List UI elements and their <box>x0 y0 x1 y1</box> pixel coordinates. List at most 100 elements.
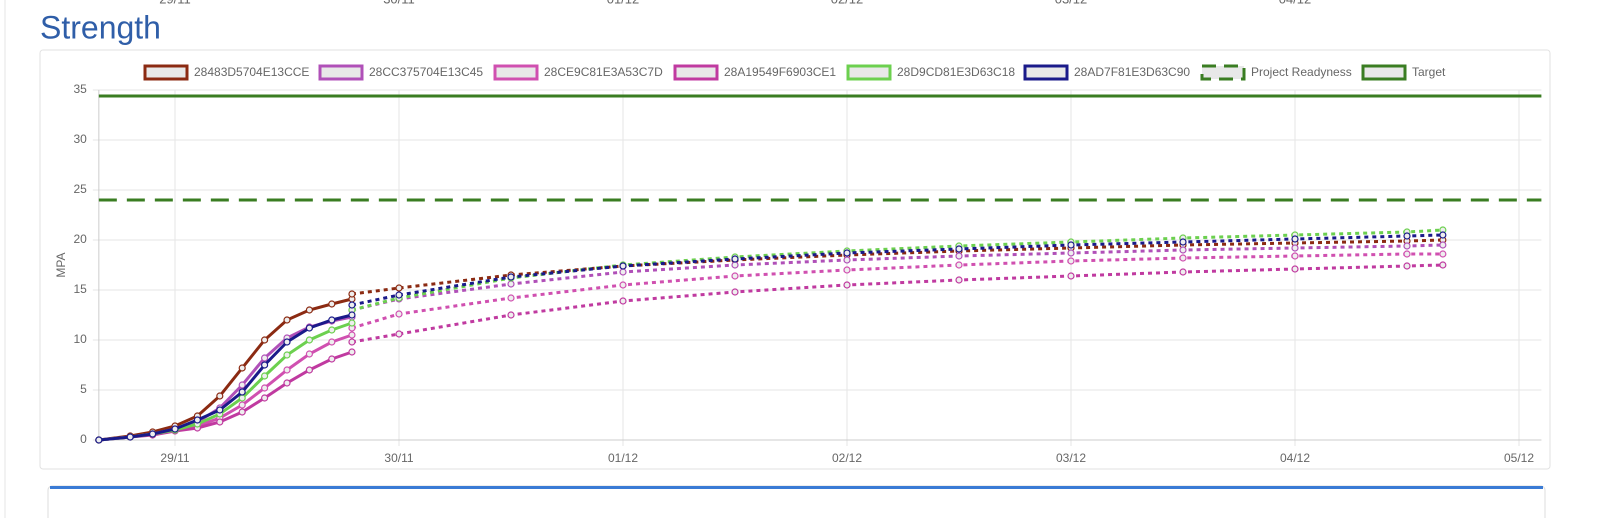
point <box>328 355 336 363</box>
legend-swatch <box>1023 64 1069 81</box>
forecast-line <box>351 252 1443 330</box>
point <box>328 326 336 334</box>
legend-label: Target <box>1412 65 1446 79</box>
point <box>507 273 515 281</box>
point <box>216 392 224 400</box>
y-axis-title: MPA <box>54 252 68 277</box>
point <box>619 281 627 289</box>
point <box>1403 250 1411 258</box>
point <box>348 331 356 339</box>
point <box>216 418 224 426</box>
y-tick-label: 20 <box>73 232 87 246</box>
legend-label: 28CE9C81E3A53C7D <box>544 65 663 79</box>
point <box>283 338 291 346</box>
point <box>348 290 356 298</box>
legend-label: 28CC375704E13C45 <box>369 65 483 79</box>
point <box>731 288 739 296</box>
point <box>216 406 224 414</box>
series-line <box>98 313 353 442</box>
legend-swatch <box>846 64 892 81</box>
forecast-line <box>351 243 1443 312</box>
point <box>955 261 963 269</box>
point <box>348 338 356 346</box>
x-tick-label: 03/12 <box>1056 451 1086 465</box>
legend-label: 28D9CD81E3D63C18 <box>897 65 1015 79</box>
point <box>955 276 963 284</box>
point <box>126 433 134 441</box>
point <box>1067 249 1075 257</box>
x-tick-label: 30/11 <box>384 451 413 465</box>
x-tick-label: 04/12 <box>1280 451 1310 465</box>
x-tick-label: 29/11 <box>160 451 189 465</box>
point <box>1403 232 1411 240</box>
point <box>95 436 103 444</box>
heading: Strength <box>40 9 161 45</box>
top-axis-label: 29/11 <box>159 0 191 6</box>
point <box>1179 238 1187 246</box>
point <box>395 291 403 299</box>
point <box>1439 231 1447 239</box>
point <box>283 316 291 324</box>
point <box>149 430 157 438</box>
top-axis-label: 02/12 <box>831 0 864 6</box>
point <box>395 284 403 292</box>
y-tick-label: 30 <box>73 132 87 146</box>
y-tick-label: 0 <box>80 432 87 446</box>
point <box>305 324 313 332</box>
forecast-line <box>351 238 1443 296</box>
point <box>619 268 627 276</box>
point <box>955 252 963 260</box>
point <box>305 336 313 344</box>
legend-swatch <box>493 64 539 81</box>
point <box>1439 250 1447 258</box>
top-axis-label: 01/12 <box>607 0 640 6</box>
point <box>348 301 356 309</box>
legend-swatch <box>143 64 189 81</box>
point <box>619 297 627 305</box>
point <box>507 311 515 319</box>
point <box>238 408 246 416</box>
x-tick-label: 02/12 <box>832 451 862 465</box>
point <box>843 266 851 274</box>
y-tick-label: 5 <box>80 382 87 396</box>
point <box>1291 252 1299 260</box>
point <box>193 416 201 424</box>
point <box>955 245 963 253</box>
point <box>348 348 356 356</box>
point <box>1403 262 1411 270</box>
legend-label: 28AD7F81E3D63C90 <box>1074 65 1190 79</box>
point <box>238 388 246 396</box>
point <box>1291 244 1299 252</box>
point <box>261 384 269 392</box>
point <box>238 364 246 372</box>
point <box>731 255 739 263</box>
point <box>395 330 403 338</box>
y-tick-label: 15 <box>73 282 87 296</box>
legend-swatch <box>1361 64 1407 81</box>
forecast-line <box>351 233 1443 307</box>
point <box>348 311 356 319</box>
point <box>348 319 356 327</box>
next-card <box>47 485 1546 523</box>
x-tick-label: 05/12 <box>1504 451 1534 465</box>
point <box>1439 241 1447 249</box>
point <box>1179 246 1187 254</box>
top-axis-label: 04/12 <box>1279 0 1312 6</box>
point <box>305 350 313 358</box>
point <box>507 280 515 288</box>
point <box>1291 265 1299 273</box>
point <box>261 354 269 362</box>
point <box>1179 254 1187 262</box>
point <box>261 372 269 380</box>
forecast-line <box>351 263 1443 344</box>
point <box>1403 242 1411 250</box>
point <box>283 379 291 387</box>
point <box>305 306 313 314</box>
point <box>261 336 269 344</box>
point <box>261 394 269 402</box>
forecast-line <box>351 228 1443 312</box>
point <box>1439 261 1447 269</box>
legend-label: 28A19549F6903CE1 <box>724 65 836 79</box>
point <box>1291 235 1299 243</box>
